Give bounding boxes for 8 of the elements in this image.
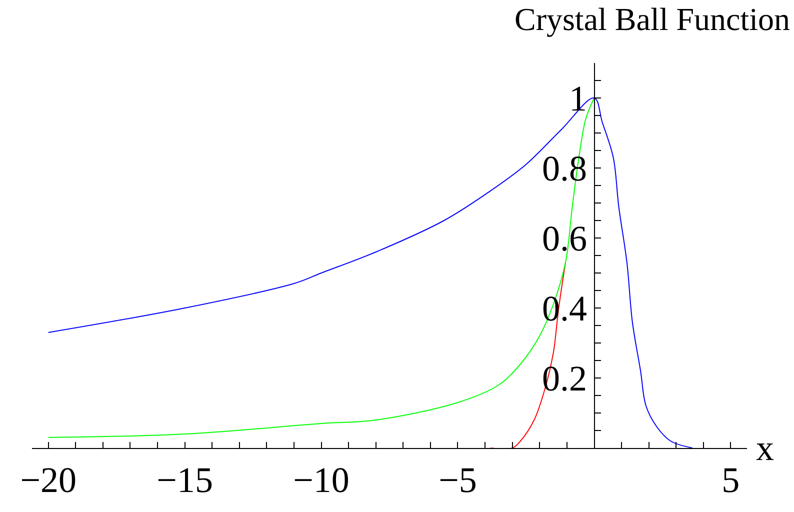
- x-tick-label: −10: [293, 460, 350, 500]
- x-axis-title: x: [756, 428, 774, 468]
- x-tick-label: 5: [722, 460, 740, 500]
- x-tick-label: −20: [20, 460, 77, 500]
- chart-title: Crystal Ball Function: [514, 1, 790, 38]
- x-tick-label: −5: [438, 460, 477, 500]
- x-tick-label: −15: [156, 460, 213, 500]
- y-tick-label: 1: [568, 78, 587, 119]
